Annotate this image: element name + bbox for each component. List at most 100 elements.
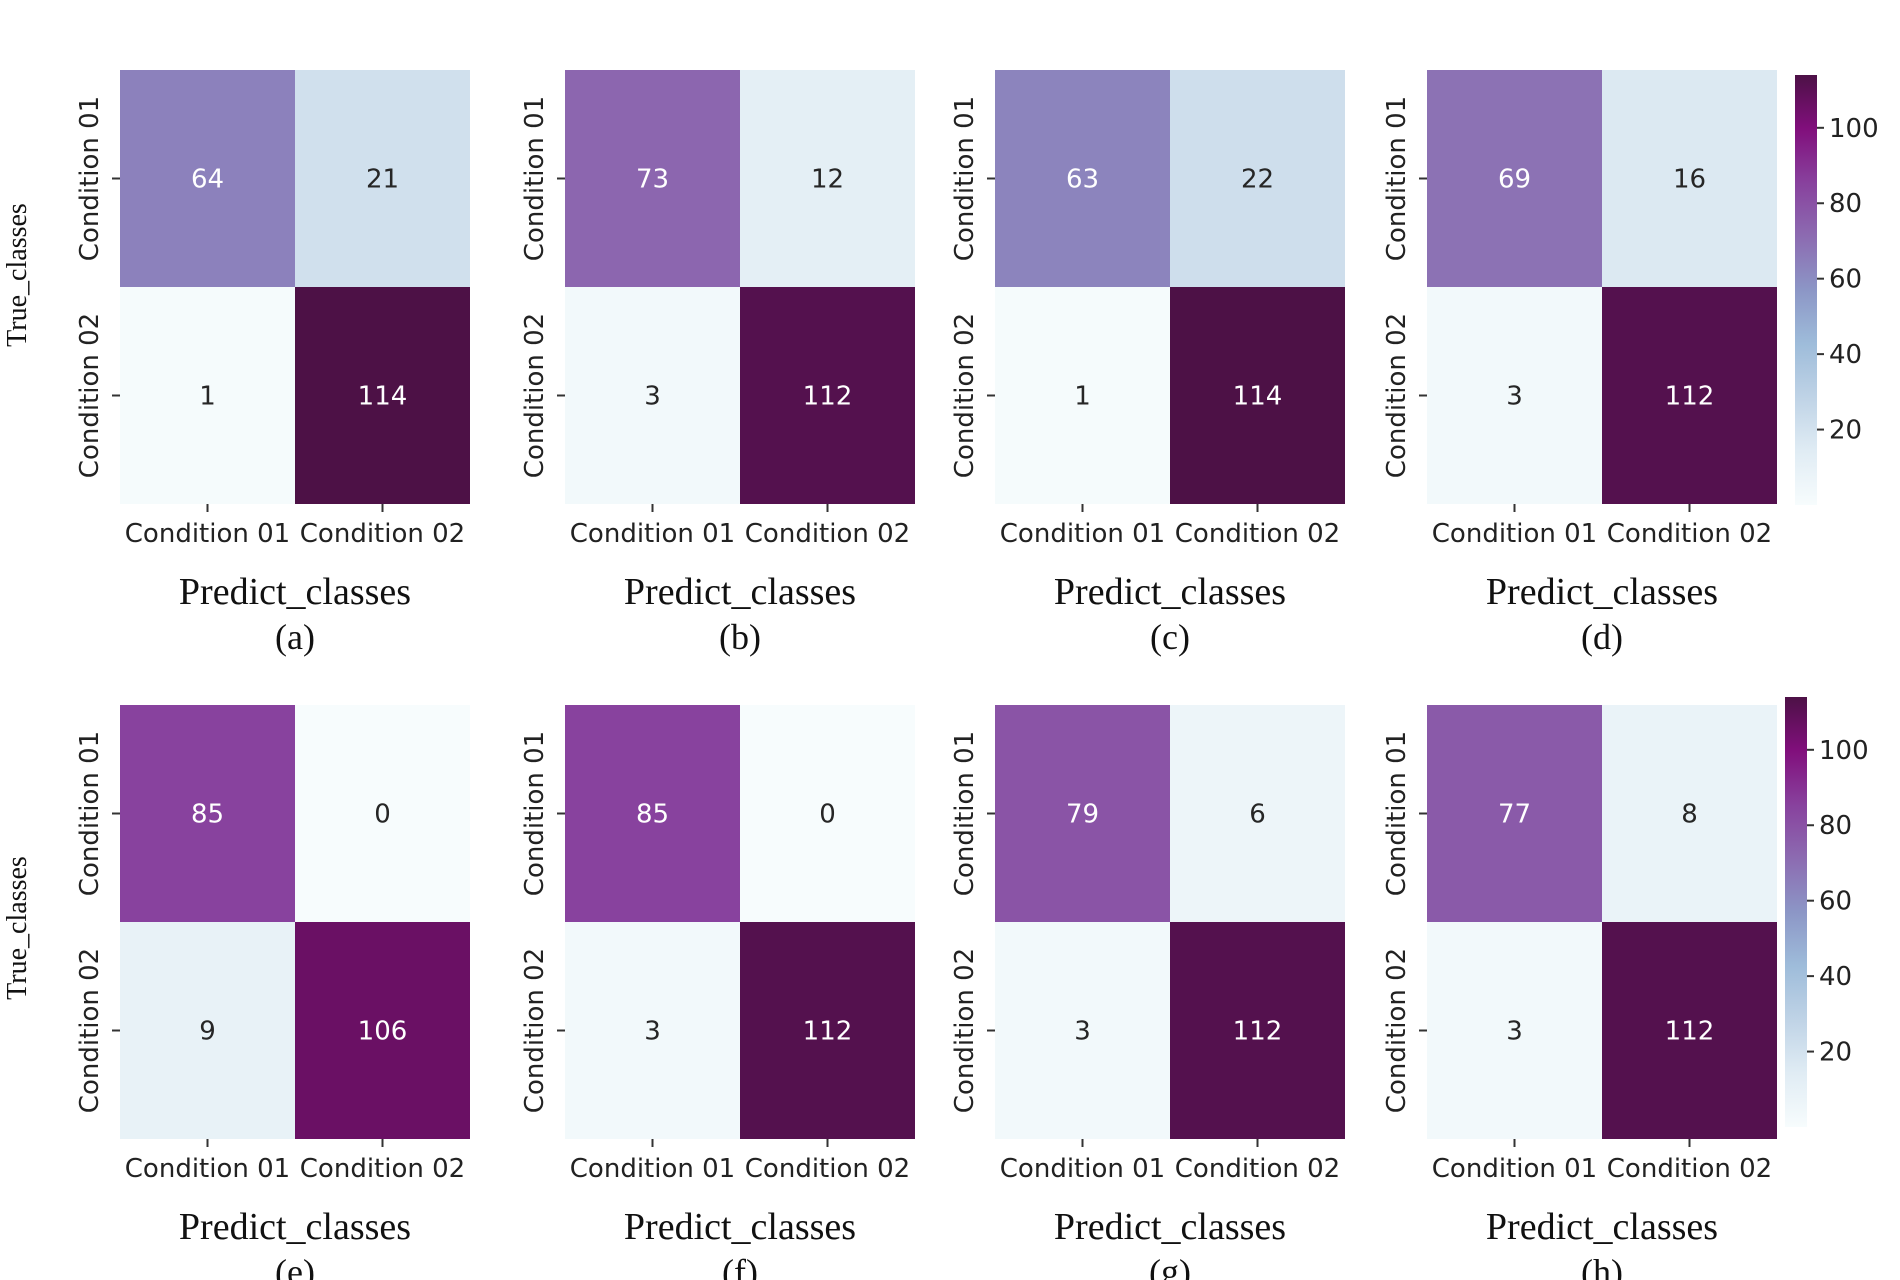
x-axis-title: Predict_classes bbox=[1486, 571, 1718, 613]
heatmap-cell bbox=[565, 705, 740, 922]
panel-label: (f) bbox=[722, 1252, 758, 1280]
cell-value-label: 3 bbox=[644, 1017, 661, 1047]
x-tick-label: Condition 01 bbox=[570, 519, 735, 549]
y-tick-label: Condition 02 bbox=[75, 948, 105, 1113]
heatmap-cell bbox=[120, 705, 295, 922]
y-tick-label: Condition 02 bbox=[950, 948, 980, 1113]
heatmap-cell bbox=[740, 287, 915, 504]
heatmap-cell bbox=[1602, 70, 1777, 287]
colorbars: 20 40 60 80 100 20 40 60 80 100 bbox=[1785, 75, 1879, 1127]
cell-value-label: 73 bbox=[636, 165, 669, 195]
y-tick-label: Condition 02 bbox=[75, 313, 105, 478]
confusion-matrix-panel: 85 0 3 112 Condition 01 Condition 02 Condition… bbox=[520, 705, 915, 1280]
heatmap-cell bbox=[120, 922, 295, 1139]
cell-value-label: 64 bbox=[191, 165, 224, 195]
heatmap-cell bbox=[1170, 287, 1345, 504]
x-axis-title: Predict_classes bbox=[179, 1206, 411, 1248]
colorbar-tick-label: 20 bbox=[1829, 416, 1862, 446]
colorbar-tick-label: 100 bbox=[1819, 736, 1869, 766]
y-tick-label: Condition 02 bbox=[1382, 313, 1412, 478]
heatmap-cell bbox=[565, 287, 740, 504]
panel-label: (a) bbox=[275, 617, 315, 657]
colorbar-tick-label: 20 bbox=[1819, 1038, 1852, 1068]
x-tick-label: Condition 02 bbox=[1607, 1154, 1772, 1184]
cell-value-label: 3 bbox=[644, 382, 661, 412]
cell-value-label: 112 bbox=[1665, 382, 1715, 412]
cell-value-label: 85 bbox=[191, 800, 224, 830]
confusion-matrix-panel: 73 12 3 112 Condition 01 Condition 02 Conditio… bbox=[520, 70, 915, 657]
heatmap-cell bbox=[295, 922, 470, 1139]
y-tick-label: Condition 01 bbox=[75, 96, 105, 261]
x-tick-label: Condition 02 bbox=[1607, 519, 1772, 549]
x-axis-title: Predict_classes bbox=[1054, 1206, 1286, 1248]
x-tick-label: Condition 02 bbox=[745, 519, 910, 549]
x-axis-title: Predict_classes bbox=[1486, 1206, 1718, 1248]
x-tick-label: Condition 02 bbox=[300, 1154, 465, 1184]
y-axis-label-top: True_classes bbox=[2, 203, 33, 347]
y-tick-label: Condition 01 bbox=[520, 96, 550, 261]
cell-value-label: 9 bbox=[199, 1017, 216, 1047]
panel-label: (b) bbox=[719, 617, 761, 657]
cell-value-label: 3 bbox=[1506, 1017, 1523, 1047]
heatmap-cell bbox=[1170, 70, 1345, 287]
heatmap-cell bbox=[1427, 70, 1602, 287]
colorbar-tick-label: 100 bbox=[1829, 114, 1879, 144]
x-tick-label: Condition 01 bbox=[1000, 1154, 1165, 1184]
colorbar: 20 40 60 80 100 bbox=[1795, 75, 1879, 505]
heatmap-cell bbox=[565, 922, 740, 1139]
x-axis-title: Predict_classes bbox=[624, 1206, 856, 1248]
heatmap-cell bbox=[740, 705, 915, 922]
cell-value-label: 114 bbox=[358, 382, 408, 412]
heatmap-cell bbox=[295, 287, 470, 504]
confusion-matrix-panel: 63 22 1 114 Condition 01 Condition 02 Conditio… bbox=[950, 70, 1345, 657]
row-labels: True_classes True_classes bbox=[2, 203, 33, 1000]
y-tick-label: Condition 01 bbox=[1382, 731, 1412, 896]
y-tick-label: Condition 02 bbox=[1382, 948, 1412, 1113]
x-tick-label: Condition 01 bbox=[125, 519, 290, 549]
cell-value-label: 85 bbox=[636, 800, 669, 830]
cell-value-label: 0 bbox=[819, 800, 836, 830]
confusion-matrix-panel: 64 21 1 114 Condition 01 Condition 02 Conditio… bbox=[75, 70, 470, 657]
x-tick-label: Condition 02 bbox=[300, 519, 465, 549]
y-tick-label: Condition 01 bbox=[1382, 96, 1412, 261]
x-tick-label: Condition 01 bbox=[570, 1154, 735, 1184]
heatmap-cell bbox=[1427, 287, 1602, 504]
heatmap-cell bbox=[1170, 922, 1345, 1139]
cell-value-label: 63 bbox=[1066, 165, 1099, 195]
panel-label: (e) bbox=[275, 1252, 315, 1280]
y-tick-label: Condition 01 bbox=[75, 731, 105, 896]
cell-value-label: 1 bbox=[199, 382, 216, 412]
cell-value-label: 3 bbox=[1074, 1017, 1091, 1047]
x-tick-label: Condition 01 bbox=[1432, 1154, 1597, 1184]
heatmap-cell bbox=[995, 922, 1170, 1139]
heatmap-cell bbox=[1602, 705, 1777, 922]
confusion-matrix-panel: 85 0 9 106 Condition 01 Condition 02 Condition… bbox=[75, 705, 470, 1280]
cell-value-label: 3 bbox=[1506, 382, 1523, 412]
colorbar: 20 40 60 80 100 bbox=[1785, 697, 1869, 1127]
panel-label: (h) bbox=[1581, 1252, 1623, 1280]
heatmap-cell bbox=[995, 705, 1170, 922]
confusion-matrix-panel: 77 8 3 112 Condition 01 Condition 02 Condition… bbox=[1382, 705, 1777, 1280]
x-axis-title: Predict_classes bbox=[624, 571, 856, 613]
colorbar-tick-label: 80 bbox=[1819, 811, 1852, 841]
cell-value-label: 112 bbox=[1233, 1017, 1283, 1047]
heatmap-cell bbox=[295, 705, 470, 922]
cell-value-label: 0 bbox=[374, 800, 391, 830]
panel-label: (g) bbox=[1149, 1252, 1191, 1280]
heatmap-cell bbox=[295, 70, 470, 287]
cell-value-label: 112 bbox=[803, 1017, 853, 1047]
x-axis-title: Predict_classes bbox=[179, 571, 411, 613]
y-tick-label: Condition 01 bbox=[520, 731, 550, 896]
confusion-matrix-panel: 69 16 3 112 Condition 01 Condition 02 Conditio… bbox=[1382, 70, 1777, 657]
colorbar-gradient bbox=[1795, 75, 1817, 505]
colorbar-tick-label: 40 bbox=[1829, 340, 1862, 370]
x-tick-label: Condition 01 bbox=[1432, 519, 1597, 549]
cell-value-label: 22 bbox=[1241, 165, 1274, 195]
panel-label: (d) bbox=[1581, 617, 1623, 657]
confusion-matrix-panel: 79 6 3 112 Condition 01 Condition 02 Condition… bbox=[950, 705, 1345, 1280]
x-tick-label: Condition 01 bbox=[1000, 519, 1165, 549]
heatmap-cell bbox=[1427, 922, 1602, 1139]
cell-value-label: 8 bbox=[1681, 800, 1698, 830]
colorbar-tick-label: 40 bbox=[1819, 962, 1852, 992]
x-tick-label: Condition 02 bbox=[1175, 1154, 1340, 1184]
